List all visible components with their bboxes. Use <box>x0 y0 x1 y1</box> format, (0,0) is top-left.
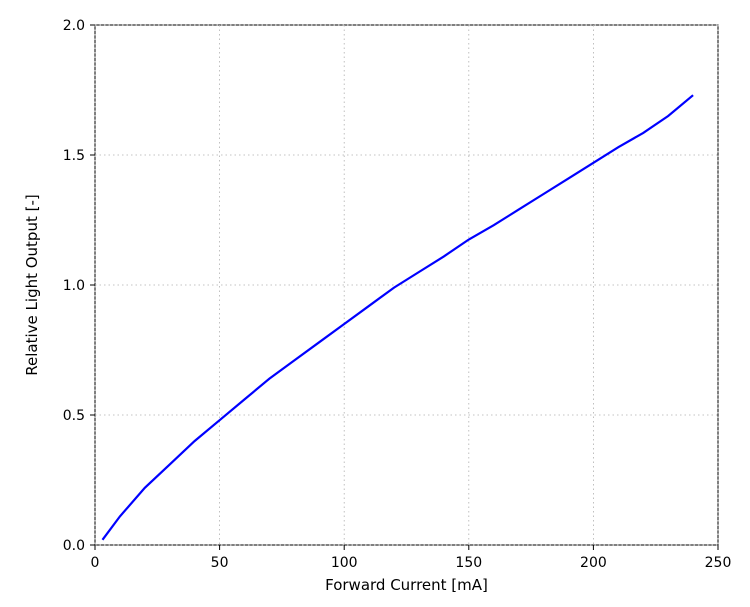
y-axis-label: Relative Light Output [-] <box>23 194 41 375</box>
x-tick-label: 0 <box>91 555 100 571</box>
y-tick-label: 2.0 <box>63 18 85 34</box>
y-tick-label: 0.5 <box>63 408 85 424</box>
y-tick-label: 1.0 <box>63 278 85 294</box>
y-tick-label: 0.0 <box>63 538 85 554</box>
chart-container: 0 50 100 150 200 250 0.0 0.5 1.0 1.5 2.0 Forward … <box>0 0 750 607</box>
y-tick-label: 1.5 <box>63 148 85 164</box>
line-chart: 0 50 100 150 200 250 0.0 0.5 1.0 1.5 2.0 Forward … <box>0 0 750 607</box>
x-ticks: 0 50 100 150 200 250 <box>91 545 732 571</box>
x-tick-label: 250 <box>705 555 732 571</box>
grid <box>95 25 718 545</box>
y-ticks: 0.0 0.5 1.0 1.5 2.0 <box>63 18 95 554</box>
x-axis-label: Forward Current [mA] <box>325 576 488 594</box>
x-tick-label: 150 <box>455 555 482 571</box>
data-line <box>102 95 693 540</box>
x-tick-label: 200 <box>580 555 607 571</box>
x-tick-label: 100 <box>331 555 358 571</box>
x-tick-label: 50 <box>211 555 229 571</box>
